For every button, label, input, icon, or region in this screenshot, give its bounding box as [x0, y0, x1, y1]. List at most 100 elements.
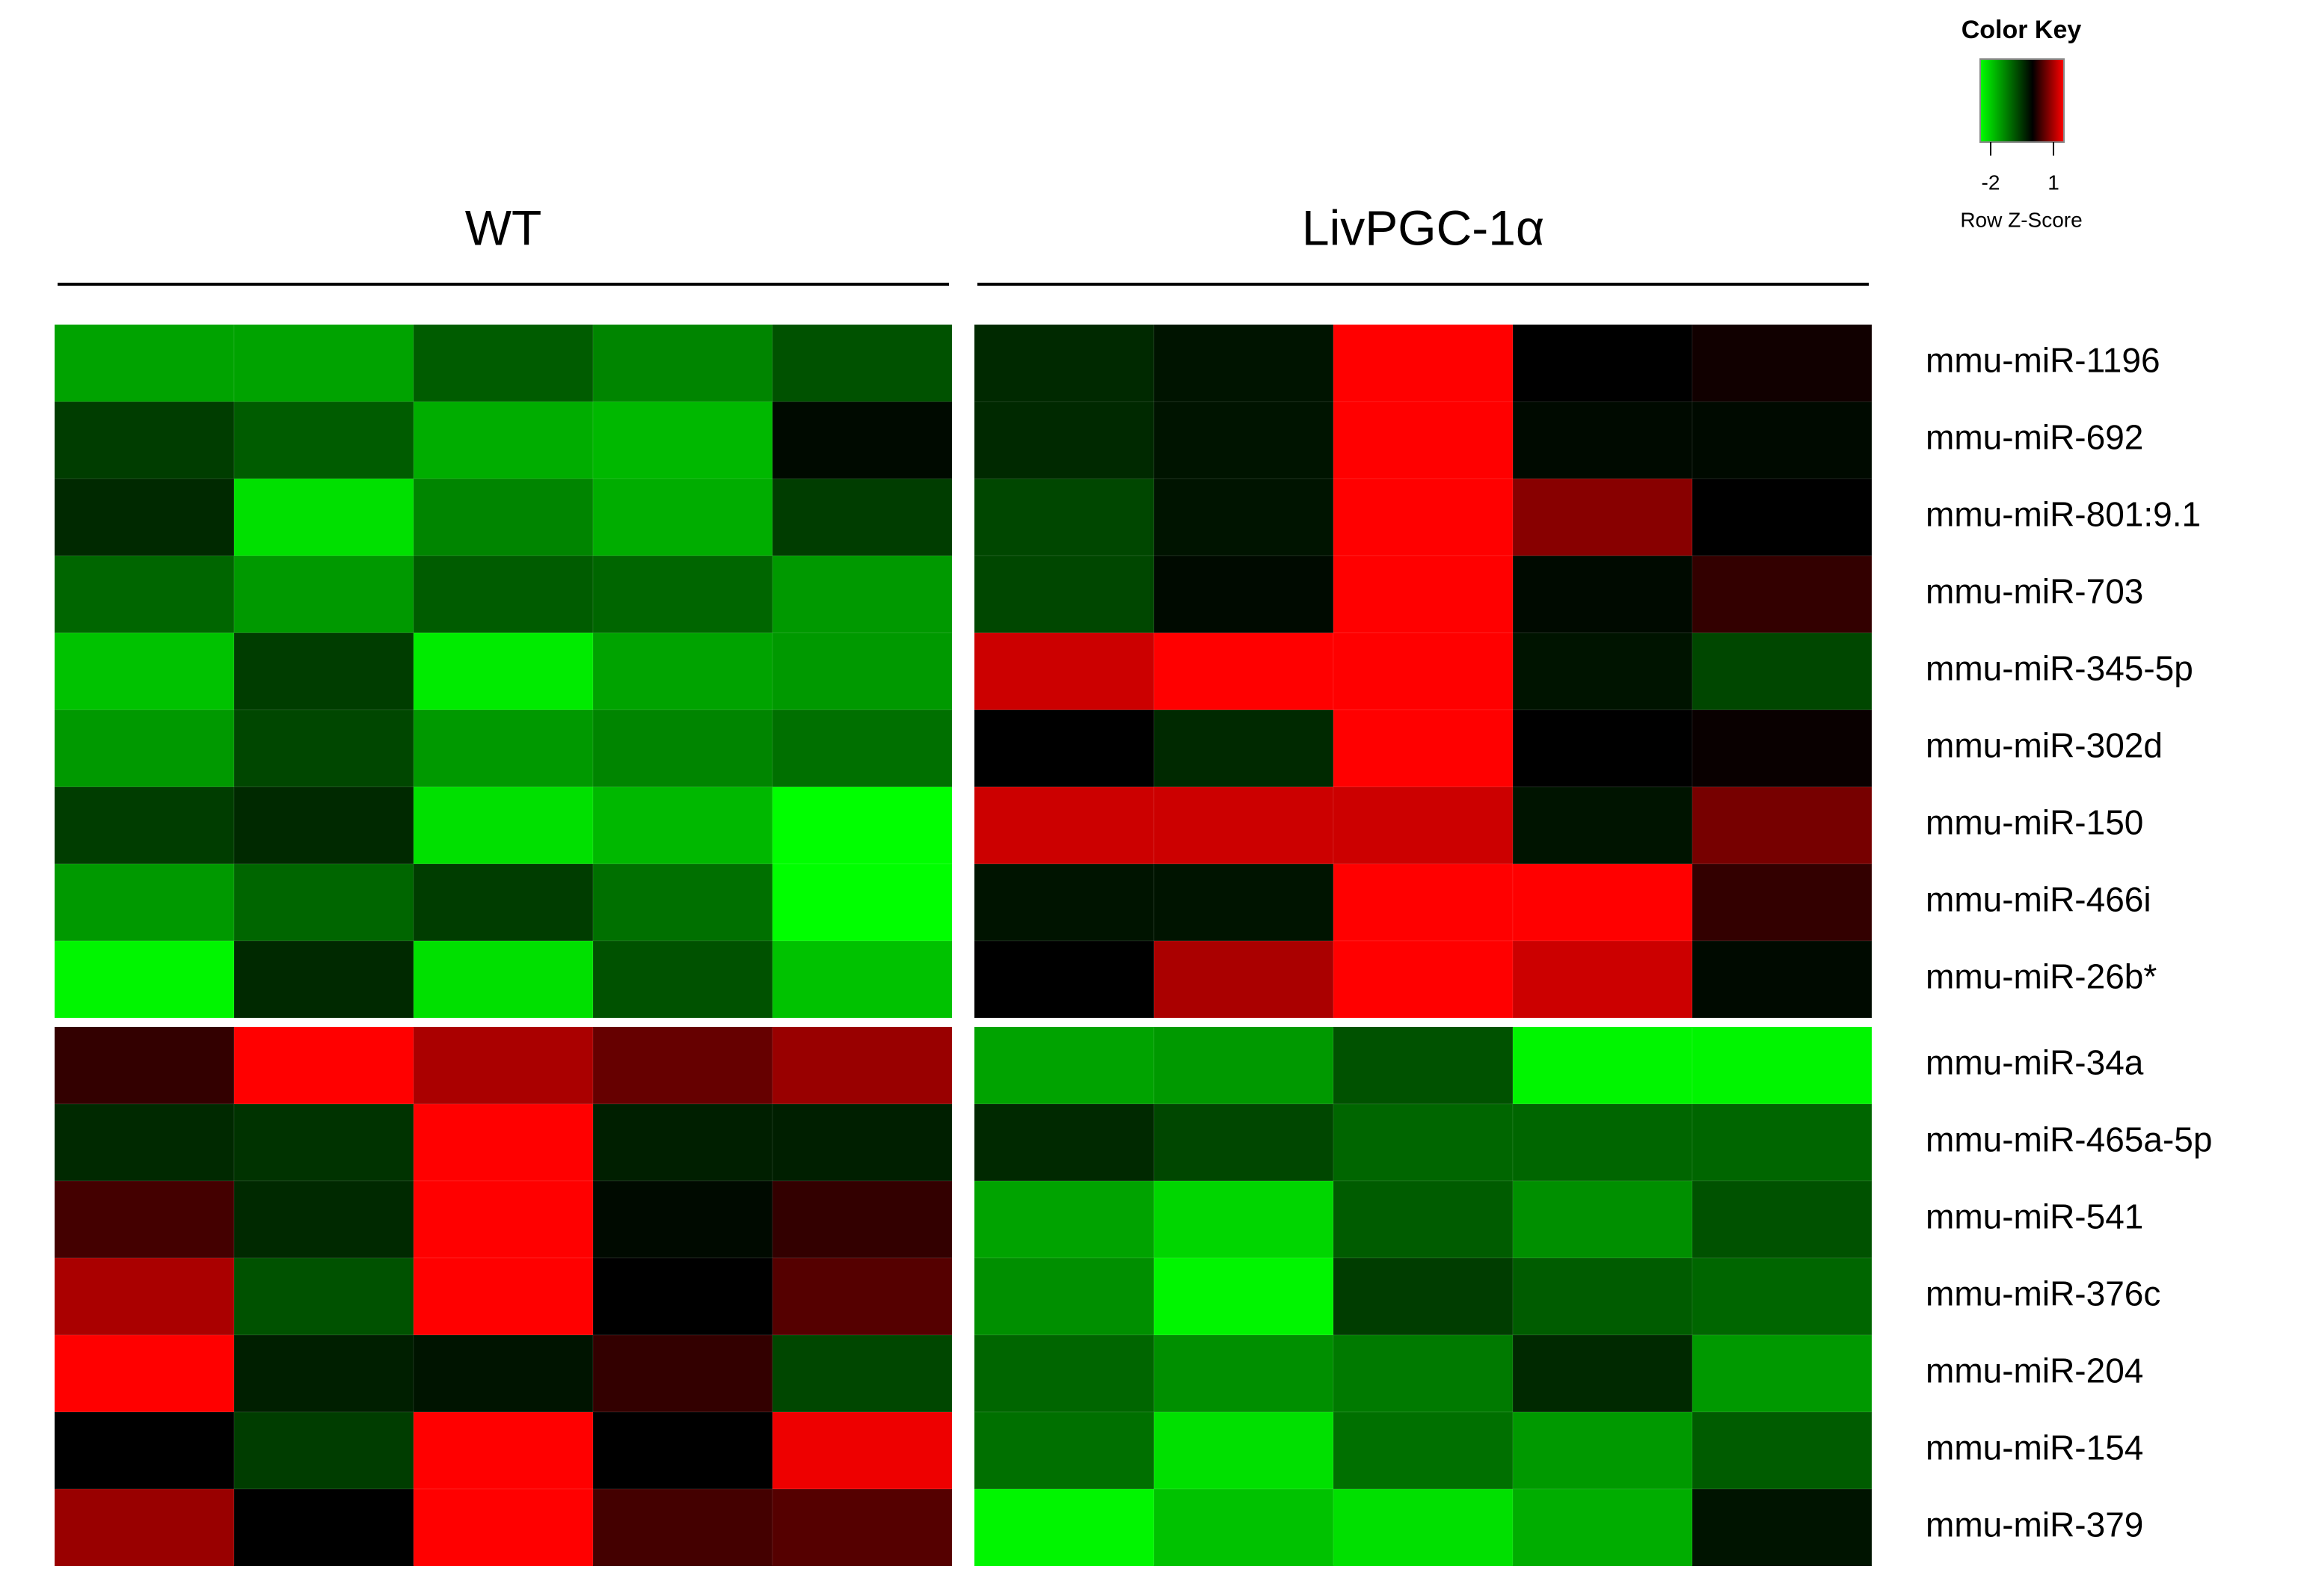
heatmap-cell — [54, 478, 235, 556]
heatmap-cell — [1153, 324, 1334, 402]
heatmap-cell — [233, 1334, 414, 1413]
heatmap-cell — [1153, 1411, 1334, 1490]
heatmap-cell — [592, 324, 773, 402]
heatmap-cell — [974, 1103, 1155, 1182]
heatmap-cell — [772, 1411, 953, 1490]
heatmap-cell — [772, 632, 953, 710]
heatmap-cell — [772, 1026, 953, 1105]
heatmap-cell — [1333, 786, 1514, 865]
heatmap-cell — [1333, 1026, 1514, 1105]
heatmap-cell — [974, 1026, 1155, 1105]
heatmap-cell — [592, 863, 773, 942]
heatmap-cell — [772, 1334, 953, 1413]
heatmap-cell — [974, 709, 1155, 788]
heatmap-cell — [54, 1026, 235, 1105]
row-label: mmu-miR-466i — [1926, 880, 2151, 919]
heatmap-cell — [592, 1103, 773, 1182]
heatmap-cell — [1153, 1488, 1334, 1567]
heatmap-cell — [413, 324, 594, 402]
row-label: mmu-miR-379 — [1926, 1506, 2143, 1544]
heatmap-cell — [1512, 1180, 1693, 1259]
heatmap-cell — [592, 1411, 773, 1490]
row-label: mmu-miR-154 — [1926, 1428, 2143, 1467]
heatmap-cell — [1153, 1026, 1334, 1105]
heatmap-cell — [772, 401, 953, 479]
heatmap-cell — [1512, 632, 1693, 710]
heatmap-cell — [1333, 555, 1514, 633]
heatmap-cell — [54, 1103, 235, 1182]
heatmap-cell — [54, 1257, 235, 1336]
heatmap-cell — [974, 324, 1155, 402]
heatmap-cell — [233, 555, 414, 633]
heatmap-cell — [1333, 863, 1514, 942]
heatmap-cell — [1333, 1257, 1514, 1336]
heatmap-cell — [1333, 940, 1514, 1019]
heatmap-cell — [1333, 1180, 1514, 1259]
row-label: mmu-miR-1196 — [1926, 341, 2160, 380]
heatmap-cell — [974, 1257, 1155, 1336]
heatmap-cell — [1692, 1411, 1873, 1490]
row-label: mmu-miR-204 — [1926, 1351, 2143, 1390]
color-key-tick-label: 1 — [2047, 171, 2059, 194]
heatmap-cell — [413, 555, 594, 633]
heatmap-cell — [1692, 1103, 1873, 1182]
color-key-bar — [1979, 58, 2065, 143]
color-key-title: Color Key — [1961, 16, 2082, 44]
row-label: mmu-miR-376c — [1926, 1274, 2160, 1313]
heatmap-cell — [1512, 401, 1693, 479]
heatmap-cell — [1153, 709, 1334, 788]
heatmap-cell — [592, 940, 773, 1019]
heatmap-cell — [1692, 1334, 1873, 1413]
heatmap-cell — [1512, 1026, 1693, 1105]
heatmap-cell — [1333, 1488, 1514, 1567]
heatmap-cell — [413, 709, 594, 788]
row-label: mmu-miR-703 — [1926, 572, 2143, 611]
heatmap-cell — [1512, 1488, 1693, 1567]
heatmap-cell — [1692, 709, 1873, 788]
heatmap-cell — [1512, 1257, 1693, 1336]
heatmap-cell — [1153, 1103, 1334, 1182]
heatmap-cell — [413, 1180, 594, 1259]
heatmap-cell — [233, 863, 414, 942]
heatmap-cell — [1333, 478, 1514, 556]
heatmap-cell — [592, 1488, 773, 1567]
heatmap-cell — [592, 632, 773, 710]
heatmap-cell — [413, 1026, 594, 1105]
heatmap-cell — [54, 1411, 235, 1490]
heatmap-cell — [772, 555, 953, 633]
heatmap-cell — [1692, 786, 1873, 865]
heatmap-cell — [233, 478, 414, 556]
heatmap-cell — [1692, 555, 1873, 633]
heatmap-cell — [54, 1334, 235, 1413]
heatmap-cell — [974, 401, 1155, 479]
heatmap-cell — [1333, 1334, 1514, 1413]
heatmap-cell — [1692, 401, 1873, 479]
heatmap-cell — [233, 1026, 414, 1105]
heatmap-cell — [413, 863, 594, 942]
row-label: mmu-miR-465a-5p — [1926, 1120, 2212, 1159]
heatmap-cell — [1153, 1257, 1334, 1336]
heatmap-cell — [54, 401, 235, 479]
group-label: WT — [465, 200, 542, 255]
heatmap-cell — [1153, 401, 1334, 479]
heatmap-cell — [772, 1488, 953, 1567]
heatmap-cell — [1692, 324, 1873, 402]
heatmap-cell — [54, 1488, 235, 1567]
heatmap-cell — [233, 1103, 414, 1182]
heatmap-cell — [1692, 1488, 1873, 1567]
heatmap-cell — [233, 324, 414, 402]
heatmap-cell — [233, 1257, 414, 1336]
color-key-tick-label: -2 — [1982, 171, 2000, 194]
heatmap-cell — [974, 478, 1155, 556]
heatmap-cell — [772, 324, 953, 402]
heatmap-cell — [54, 786, 235, 865]
heatmap-cell — [772, 863, 953, 942]
heatmap-cell — [772, 478, 953, 556]
heatmap-cell — [233, 1488, 414, 1567]
color-key-label: Row Z-Score — [1960, 208, 2082, 231]
heatmap-cell — [1692, 1257, 1873, 1336]
heatmap-cell — [974, 1411, 1155, 1490]
heatmap-cell — [413, 1488, 594, 1567]
row-label: mmu-miR-302d — [1926, 726, 2163, 765]
